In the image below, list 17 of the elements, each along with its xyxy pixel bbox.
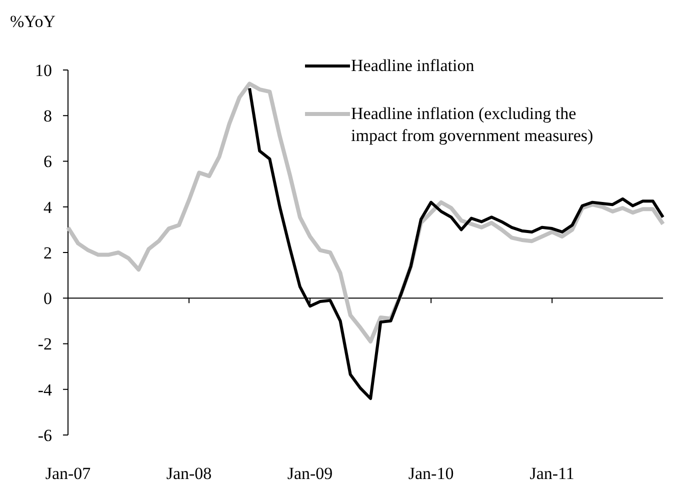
x-tick-label: Jan-10 — [408, 464, 454, 483]
x-tick-label: Jan-11 — [530, 464, 574, 483]
x-tick-label: Jan-09 — [287, 464, 333, 483]
y-axis-title: %YoY — [10, 12, 56, 31]
y-tick-label: 10 — [35, 60, 52, 80]
y-tick-label: 6 — [44, 152, 52, 172]
y-tick-label: -6 — [38, 426, 52, 445]
y-tick-label: 8 — [44, 106, 52, 126]
legend-label: Headline inflation — [351, 56, 475, 75]
x-tick-label: Jan-08 — [166, 464, 212, 483]
y-tick-label: 4 — [44, 198, 52, 217]
x-tick-label: Jan-07 — [45, 464, 92, 483]
y-tick-label: 0 — [44, 289, 52, 308]
legend-label: Headline inflation (excluding the impact from government measures) — [351, 104, 594, 145]
y-tick-label: -4 — [38, 380, 52, 400]
y-tick-label: -2 — [38, 334, 52, 354]
y-tick-label: 2 — [44, 243, 52, 262]
